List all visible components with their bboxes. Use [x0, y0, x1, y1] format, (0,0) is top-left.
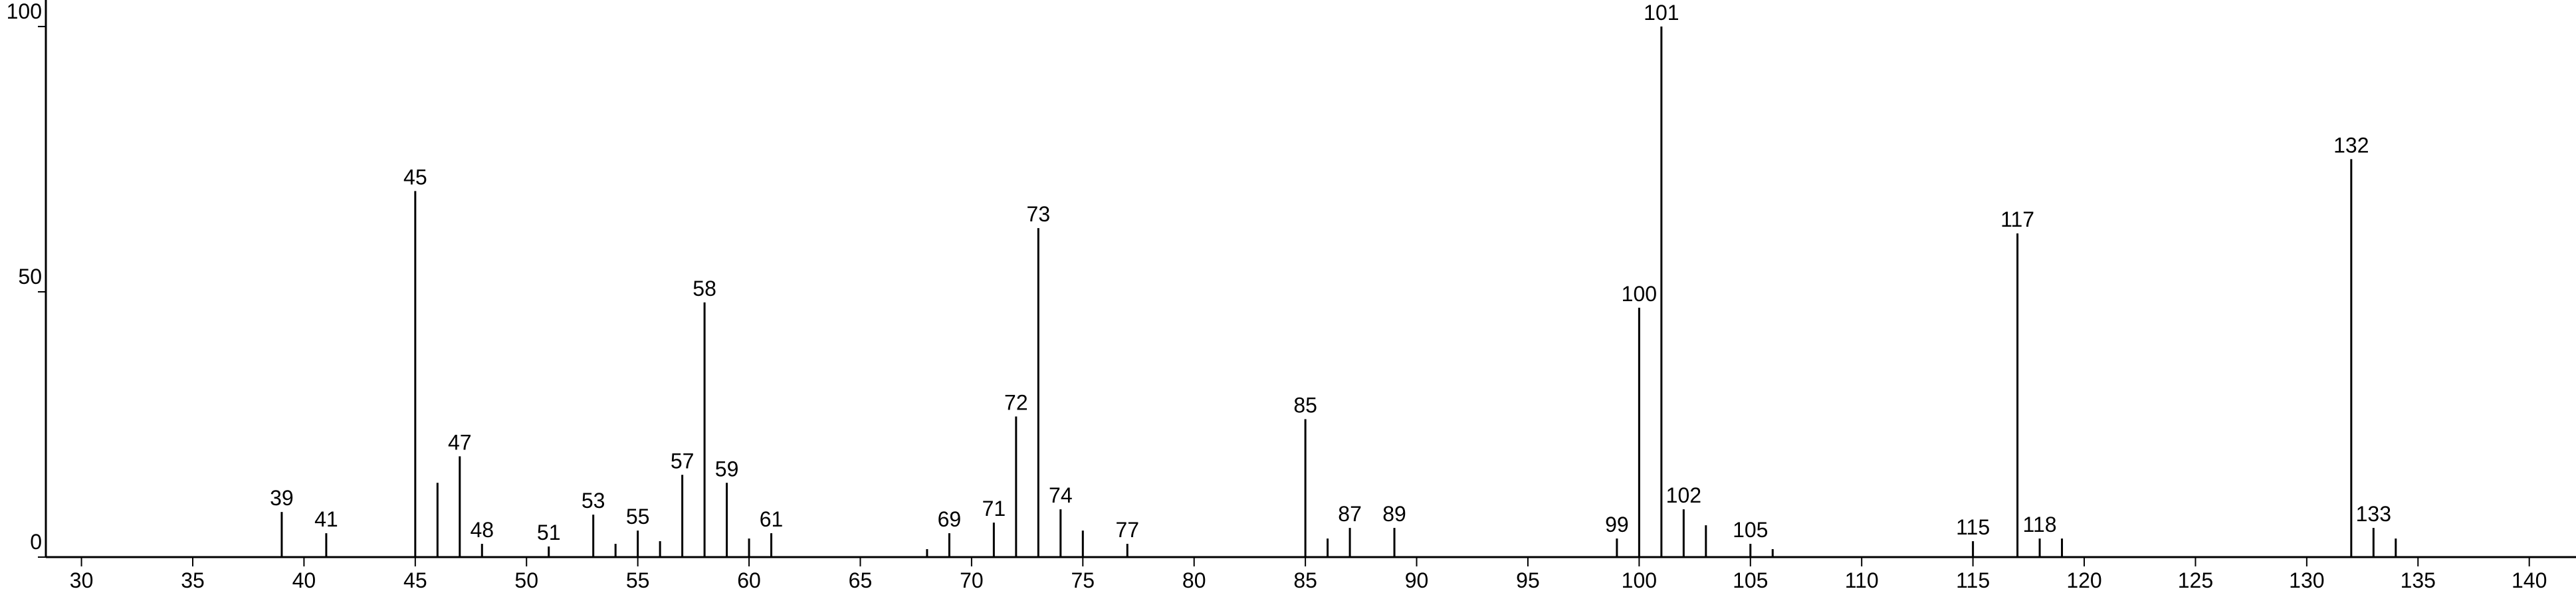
peak-label: 58 — [693, 277, 716, 300]
x-tick-label: 85 — [1293, 568, 1317, 592]
peak-label: 61 — [760, 507, 784, 531]
peak-label: 105 — [1733, 518, 1768, 542]
peak-label: 77 — [1115, 518, 1139, 542]
x-tick-label: 50 — [514, 568, 538, 592]
x-tick-label: 125 — [2178, 568, 2213, 592]
x-tick-label: 55 — [626, 568, 650, 592]
x-tick-label: 95 — [1516, 568, 1540, 592]
peak-label: 118 — [2023, 513, 2057, 536]
peak-label: 100 — [1622, 282, 1657, 306]
peak-label: 45 — [403, 165, 427, 189]
x-tick-label: 115 — [1956, 568, 1990, 592]
y-tick-label: 100 — [7, 0, 42, 23]
x-tick-label: 40 — [292, 568, 316, 592]
x-tick-label: 30 — [70, 568, 94, 592]
peak-label: 132 — [2333, 133, 2369, 157]
x-tick-label: 45 — [403, 568, 427, 592]
peak-label: 59 — [715, 457, 739, 481]
x-tick-label: 135 — [2401, 568, 2436, 592]
x-tick-label: 90 — [1405, 568, 1429, 592]
y-tick-label: 50 — [18, 265, 42, 289]
x-tick-label: 140 — [2512, 568, 2547, 592]
peak-label: 47 — [448, 430, 472, 454]
peak-label: 48 — [470, 518, 494, 542]
x-tick-label: 60 — [737, 568, 761, 592]
peak-label: 102 — [1666, 483, 1701, 507]
x-tick-label: 100 — [1622, 568, 1657, 592]
peak-label: 41 — [314, 507, 338, 531]
peak-label: 73 — [1027, 202, 1051, 226]
x-tick-label: 105 — [1733, 568, 1768, 592]
x-tick-label: 70 — [960, 568, 984, 592]
x-tick-label: 65 — [849, 568, 873, 592]
peak-label: 55 — [626, 505, 650, 529]
peak-label: 115 — [1956, 515, 1990, 539]
peak-label: 101 — [1644, 1, 1679, 25]
peak-label: 39 — [270, 486, 294, 510]
peak-label: 99 — [1605, 513, 1629, 536]
peak-label: 89 — [1382, 502, 1406, 526]
peak-label: 85 — [1293, 393, 1317, 417]
peak-label: 51 — [537, 521, 561, 544]
peak-label: 87 — [1338, 502, 1362, 526]
x-tick-label: 35 — [181, 568, 205, 592]
peak-label: 133 — [2356, 502, 2391, 526]
peak-label: 53 — [582, 489, 605, 513]
peak-label: 74 — [1049, 483, 1073, 507]
x-tick-label: 120 — [2066, 568, 2101, 592]
peak-label: 72 — [1004, 391, 1028, 415]
x-tick-label: 80 — [1182, 568, 1206, 592]
peak-label: 117 — [2000, 207, 2034, 231]
x-tick-label: 130 — [2289, 568, 2324, 592]
y-tick-label: 0 — [30, 530, 42, 554]
peak-label: 57 — [671, 449, 695, 473]
peak-label: 71 — [982, 497, 1006, 521]
peak-label: 69 — [938, 507, 962, 531]
x-tick-label: 75 — [1071, 568, 1095, 592]
x-tick-label: 110 — [1845, 568, 1879, 592]
